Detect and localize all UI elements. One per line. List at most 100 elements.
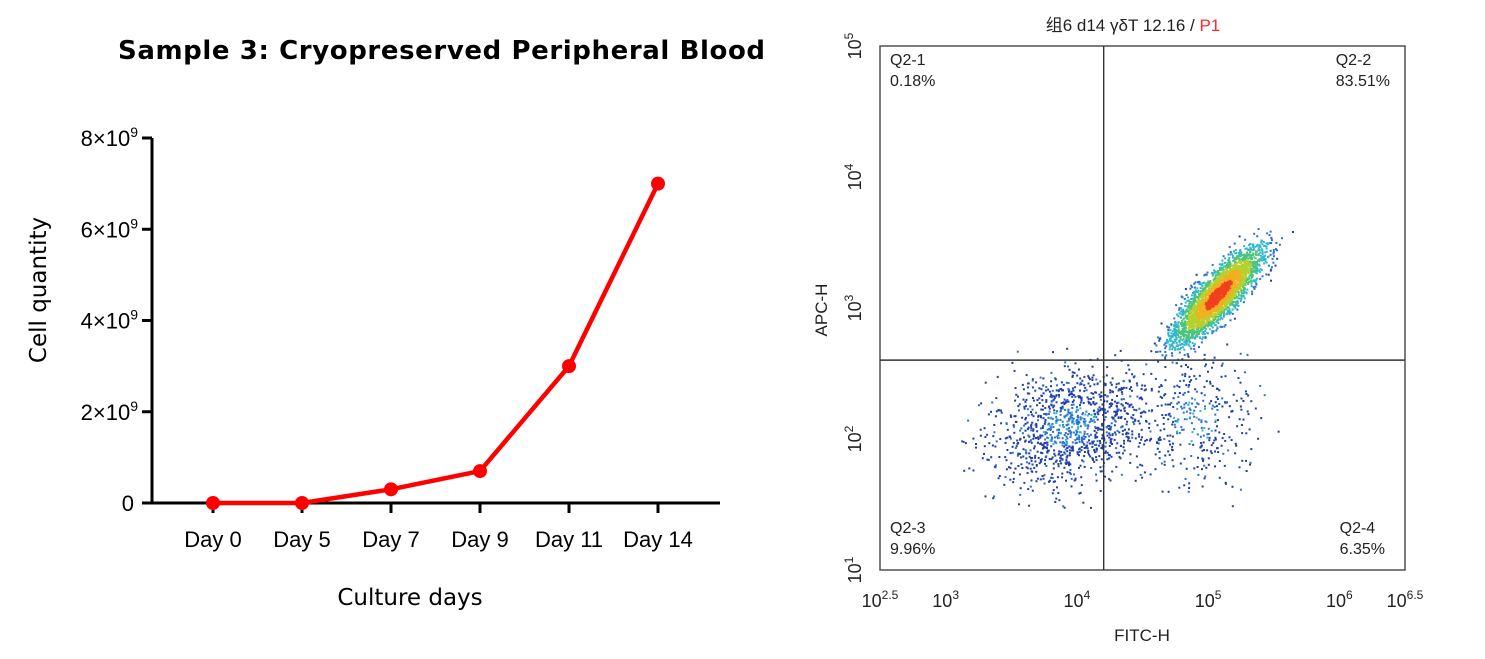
event-dot xyxy=(1216,291,1219,294)
event-dot xyxy=(1127,364,1130,367)
event-dot xyxy=(1172,346,1175,349)
event-dot xyxy=(1220,444,1223,447)
event-dot xyxy=(1190,331,1193,334)
event-dot xyxy=(1080,484,1083,487)
event-dot xyxy=(1185,410,1188,413)
event-dot xyxy=(1271,239,1273,242)
event-dot xyxy=(1247,257,1250,260)
event-dot xyxy=(1191,323,1194,326)
event-dot xyxy=(1125,412,1128,415)
event-dot xyxy=(1140,388,1143,390)
event-dot xyxy=(1177,325,1180,328)
event-dot xyxy=(1075,410,1078,413)
event-dot xyxy=(1183,353,1186,356)
event-dot xyxy=(1248,263,1251,266)
event-dot xyxy=(1032,399,1035,402)
event-dot xyxy=(1252,245,1255,247)
event-dot xyxy=(1208,439,1211,442)
event-dot xyxy=(1208,303,1211,306)
event-dot xyxy=(1029,440,1032,443)
event-dot xyxy=(1228,246,1231,249)
event-dot xyxy=(1136,466,1139,469)
event-dot xyxy=(1093,451,1096,454)
event-dot xyxy=(1247,283,1250,285)
event-dot xyxy=(1250,258,1253,261)
event-dot xyxy=(1067,382,1070,385)
event-dot xyxy=(1220,364,1223,367)
event-dot xyxy=(1050,458,1053,460)
event-dot xyxy=(1047,416,1050,419)
event-dot xyxy=(1084,424,1087,427)
event-dot xyxy=(1186,314,1189,317)
event-dot xyxy=(1212,283,1215,286)
event-dot xyxy=(1257,437,1260,440)
event-dot xyxy=(1220,285,1223,288)
event-dot xyxy=(1093,403,1096,406)
event-dot xyxy=(1231,409,1234,412)
event-dot xyxy=(1071,426,1074,429)
event-dot xyxy=(1211,293,1214,296)
event-dot xyxy=(1215,300,1218,303)
event-dot xyxy=(1253,232,1256,235)
event-dot xyxy=(1187,354,1189,357)
event-dot xyxy=(1055,497,1058,500)
event-dot xyxy=(1017,395,1019,398)
event-dot xyxy=(1199,315,1202,318)
event-dot xyxy=(1059,419,1062,421)
event-dot xyxy=(1240,252,1243,255)
event-dot xyxy=(1206,312,1209,315)
event-dot xyxy=(1095,473,1097,476)
event-dot xyxy=(1179,335,1182,338)
event-dot xyxy=(1208,328,1211,331)
event-dot xyxy=(1070,390,1073,393)
event-dot xyxy=(1123,409,1126,412)
event-dot xyxy=(1218,294,1221,297)
event-dot xyxy=(1072,389,1075,392)
event-dot xyxy=(1054,501,1057,503)
event-dot xyxy=(1113,410,1116,413)
event-dot xyxy=(1243,253,1246,256)
event-dot xyxy=(1028,462,1031,465)
event-dot xyxy=(1244,371,1246,374)
event-dot xyxy=(1267,255,1270,258)
event-dot xyxy=(1191,286,1194,289)
event-dot xyxy=(1162,417,1165,419)
event-dot xyxy=(1078,395,1081,398)
event-dot xyxy=(1201,324,1204,327)
event-dot xyxy=(1063,466,1066,469)
event-dot xyxy=(1209,290,1212,293)
event-dot xyxy=(1241,270,1243,273)
event-dot xyxy=(1235,291,1238,294)
event-dot xyxy=(1094,427,1097,430)
event-dot xyxy=(1272,252,1275,255)
event-dot xyxy=(1190,347,1193,350)
event-dot xyxy=(1222,255,1225,258)
event-dot xyxy=(1086,396,1089,399)
event-dot xyxy=(1206,293,1209,296)
event-dot xyxy=(1067,423,1070,426)
event-dot xyxy=(1195,328,1198,331)
event-dot xyxy=(1175,325,1177,328)
event-dot xyxy=(1218,297,1221,300)
event-dot xyxy=(1167,418,1170,421)
event-dot xyxy=(1236,300,1239,303)
event-dot xyxy=(1060,381,1063,384)
event-dot xyxy=(1027,434,1030,437)
event-dot xyxy=(1225,289,1228,292)
event-dot xyxy=(1224,439,1227,442)
event-dot xyxy=(1242,400,1245,402)
event-dot xyxy=(1210,297,1213,300)
event-dot xyxy=(1157,390,1160,393)
quadrant-percent: 0.18% xyxy=(890,73,935,90)
event-dot xyxy=(1179,462,1182,465)
event-dot xyxy=(1106,451,1109,454)
event-dot xyxy=(1228,270,1231,273)
event-dot xyxy=(995,397,998,400)
event-dot xyxy=(1240,260,1243,262)
event-dot xyxy=(1204,313,1207,316)
event-dot xyxy=(1209,313,1212,316)
event-dot xyxy=(1187,390,1190,393)
event-dot xyxy=(1059,410,1062,413)
event-dot xyxy=(1195,290,1198,293)
